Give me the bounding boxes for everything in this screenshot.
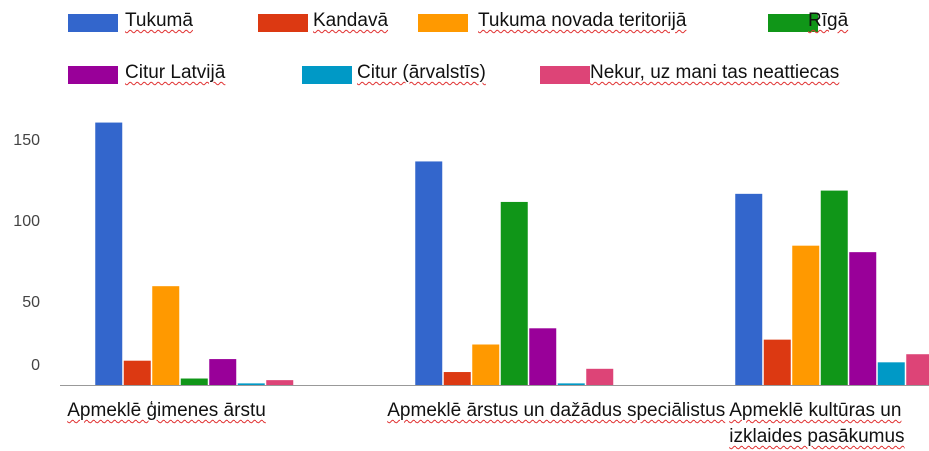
legend-label: Kandavā xyxy=(313,10,389,31)
legend-swatch xyxy=(302,66,352,84)
bar xyxy=(443,372,471,385)
legend-label: Nekur, uz mani tas neattiecas xyxy=(590,62,840,83)
legend-swatch xyxy=(540,66,590,84)
bar xyxy=(586,368,614,385)
legend-swatch xyxy=(68,14,118,32)
legend-label: Tukuma novada teritorijā xyxy=(478,10,687,31)
y-tick-label: 150 xyxy=(13,132,40,149)
legend-swatch xyxy=(258,14,308,32)
bar xyxy=(415,161,443,385)
bar xyxy=(849,252,877,385)
bar xyxy=(152,286,180,385)
bar xyxy=(763,339,791,385)
bar xyxy=(180,378,208,385)
y-tick-label: 50 xyxy=(22,294,40,311)
y-tick-label: 100 xyxy=(13,213,40,230)
bar xyxy=(209,359,237,385)
bar xyxy=(735,193,763,385)
bar xyxy=(123,360,151,385)
y-tick-label: 0 xyxy=(31,357,40,374)
legend-label: Citur (ārvalstīs) xyxy=(357,62,486,83)
x-tick-label: Apmeklē ģimenes ārstu xyxy=(67,400,266,421)
bar xyxy=(95,122,123,385)
x-tick-label: Apmeklē ārstus un dažādus speciālistus xyxy=(387,400,726,421)
bar xyxy=(820,190,848,385)
bar xyxy=(877,362,905,385)
bar xyxy=(266,380,294,385)
bar xyxy=(472,344,500,385)
legend-swatch xyxy=(418,14,468,32)
bar xyxy=(557,383,585,385)
legend-swatch xyxy=(768,14,818,32)
legend-swatch xyxy=(68,66,118,84)
legend-label: Tukumā xyxy=(125,10,193,31)
legend-label: Rīgā xyxy=(808,10,849,31)
legend-label: Citur Latvijā xyxy=(125,62,226,83)
bar xyxy=(792,245,820,385)
bar xyxy=(906,354,929,385)
bar xyxy=(529,328,557,385)
bar xyxy=(237,383,265,385)
x-tick-label: Apmeklē kultūras un izklaides pasākumus xyxy=(729,400,905,447)
bar xyxy=(500,201,528,385)
